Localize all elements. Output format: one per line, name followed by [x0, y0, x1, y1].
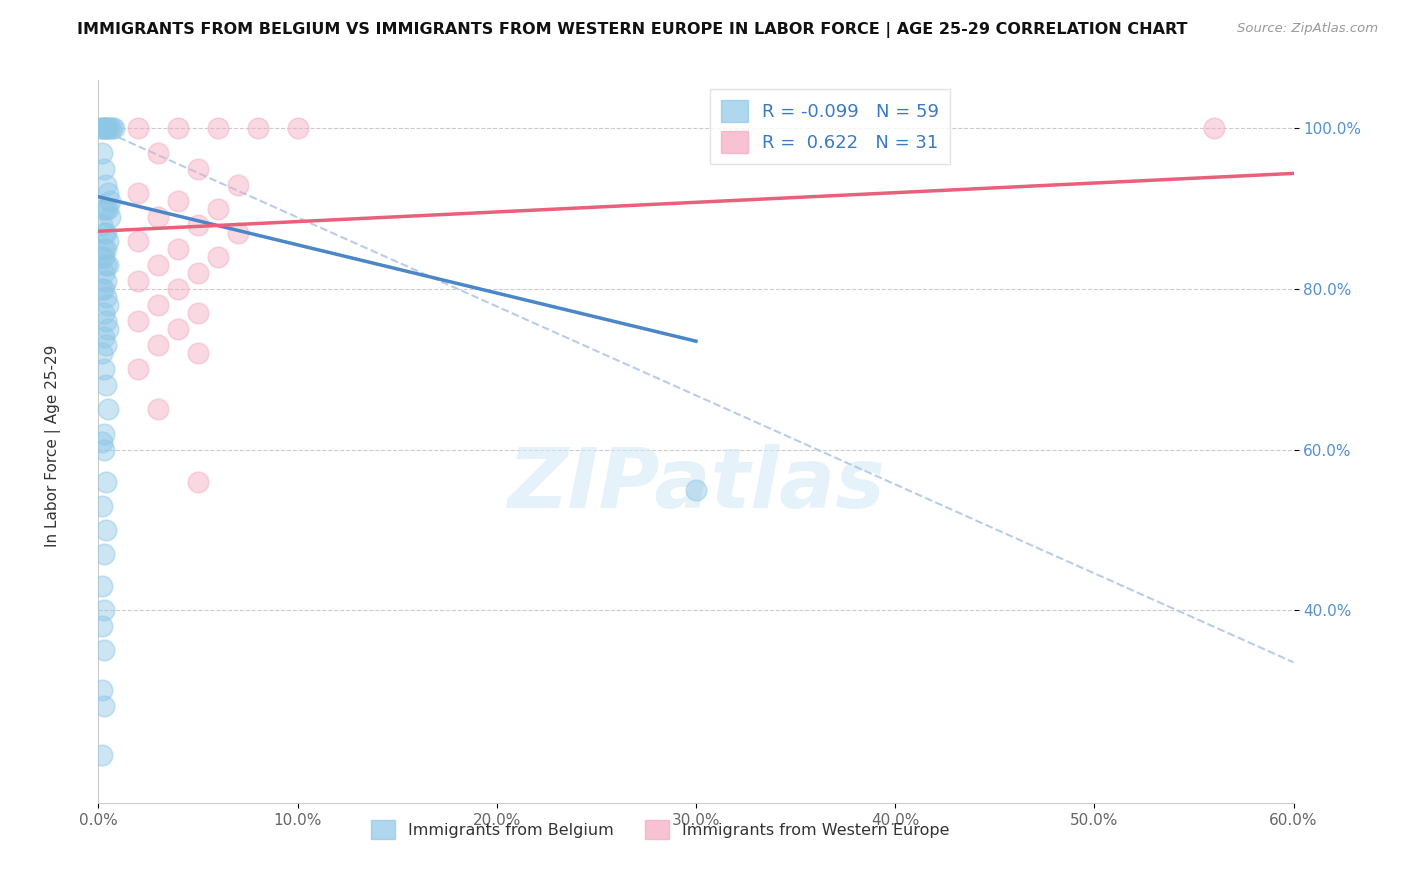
- Point: [93, 362, 115, 376]
- Point: [187, 161, 209, 176]
- Point: [96, 242, 118, 256]
- Point: [91, 218, 114, 232]
- Text: Source: ZipAtlas.com: Source: ZipAtlas.com: [1237, 22, 1378, 36]
- Point: [91, 121, 114, 136]
- Point: [207, 250, 229, 264]
- Point: [685, 483, 707, 497]
- Point: [148, 402, 170, 417]
- Text: ZIPatlas: ZIPatlas: [508, 444, 884, 525]
- Point: [148, 338, 170, 352]
- Point: [127, 234, 149, 248]
- Point: [287, 121, 309, 136]
- Point: [97, 298, 120, 312]
- Point: [96, 290, 118, 304]
- Point: [96, 523, 118, 537]
- Point: [127, 186, 149, 200]
- Point: [97, 322, 120, 336]
- Point: [96, 121, 118, 136]
- Point: [93, 547, 115, 561]
- Point: [96, 274, 118, 288]
- Point: [91, 683, 114, 698]
- Point: [93, 121, 115, 136]
- Point: [187, 306, 209, 320]
- Point: [93, 266, 115, 280]
- Point: [91, 282, 114, 296]
- Point: [93, 603, 115, 617]
- Point: [93, 250, 115, 264]
- Point: [101, 121, 124, 136]
- Point: [98, 194, 122, 208]
- Point: [97, 258, 120, 272]
- Point: [96, 202, 118, 216]
- Point: [187, 346, 209, 360]
- Point: [96, 378, 118, 392]
- Legend: Immigrants from Belgium, Immigrants from Western Europe: Immigrants from Belgium, Immigrants from…: [364, 814, 956, 846]
- Point: [167, 121, 190, 136]
- Point: [207, 202, 229, 216]
- Point: [96, 338, 118, 352]
- Point: [93, 282, 115, 296]
- Text: In Labor Force | Age 25-29: In Labor Force | Age 25-29: [45, 345, 62, 547]
- Point: [148, 145, 170, 160]
- Point: [96, 178, 118, 192]
- Point: [96, 314, 118, 328]
- Point: [97, 234, 120, 248]
- Point: [93, 202, 115, 216]
- Point: [127, 274, 149, 288]
- Point: [148, 298, 170, 312]
- Point: [148, 258, 170, 272]
- Point: [91, 434, 114, 449]
- Point: [93, 643, 115, 657]
- Point: [167, 322, 190, 336]
- Point: [103, 121, 125, 136]
- Point: [207, 121, 229, 136]
- Point: [93, 121, 115, 136]
- Point: [93, 330, 115, 344]
- Point: [91, 499, 114, 513]
- Point: [167, 242, 190, 256]
- Point: [167, 282, 190, 296]
- Point: [91, 619, 114, 633]
- Point: [91, 579, 114, 593]
- Point: [98, 210, 122, 224]
- Point: [96, 226, 118, 240]
- Point: [127, 362, 149, 376]
- Point: [96, 475, 118, 489]
- Point: [89, 121, 111, 136]
- Point: [93, 242, 115, 256]
- Point: [187, 266, 209, 280]
- Point: [246, 121, 269, 136]
- Point: [226, 178, 249, 192]
- Point: [96, 258, 118, 272]
- Point: [91, 145, 114, 160]
- Point: [91, 346, 114, 360]
- Point: [91, 747, 114, 762]
- Point: [97, 202, 120, 216]
- Point: [97, 402, 120, 417]
- Point: [127, 314, 149, 328]
- Point: [98, 121, 122, 136]
- Point: [167, 194, 190, 208]
- Point: [91, 250, 114, 264]
- Point: [93, 306, 115, 320]
- Point: [93, 426, 115, 441]
- Point: [148, 210, 170, 224]
- Point: [187, 218, 209, 232]
- Point: [1202, 121, 1225, 136]
- Point: [97, 186, 120, 200]
- Point: [96, 121, 118, 136]
- Point: [93, 442, 115, 457]
- Point: [226, 226, 249, 240]
- Point: [97, 121, 120, 136]
- Text: IMMIGRANTS FROM BELGIUM VS IMMIGRANTS FROM WESTERN EUROPE IN LABOR FORCE | AGE 2: IMMIGRANTS FROM BELGIUM VS IMMIGRANTS FR…: [77, 22, 1188, 38]
- Point: [127, 121, 149, 136]
- Point: [93, 699, 115, 714]
- Point: [93, 161, 115, 176]
- Point: [93, 226, 115, 240]
- Point: [187, 475, 209, 489]
